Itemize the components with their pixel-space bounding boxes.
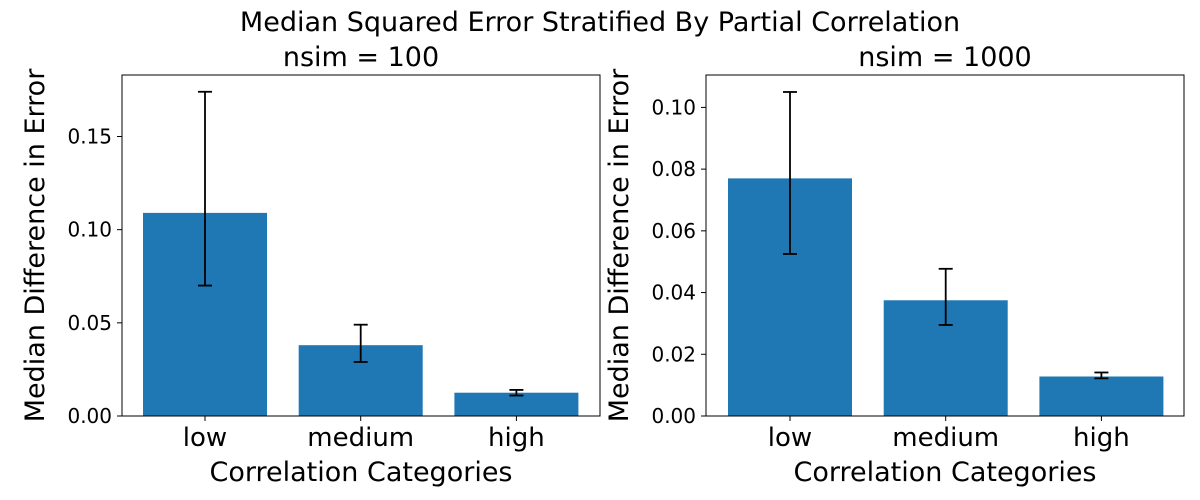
x-tick-label: high	[488, 423, 545, 453]
x-axis-label: Correlation Categories	[210, 457, 513, 488]
chart-panel-2: 0.00 0.02 0.04 0.06 0.08 0.10 low medium high nsi…	[604, 42, 1185, 488]
y-axis-label: Median Difference in Error	[604, 68, 635, 422]
y-tick-label: 0.06	[651, 219, 696, 243]
x-axis-label: Correlation Categories	[794, 457, 1097, 488]
x-tick-label: high	[1073, 423, 1130, 453]
y-tick-label: 0.15	[67, 124, 112, 148]
bar-high	[1039, 376, 1164, 416]
x-tick-label: low	[768, 423, 812, 453]
figure-suptitle: Median Squared Error Stratified By Parti…	[240, 7, 960, 38]
y-tick-label: 0.10	[67, 218, 112, 242]
bar-high	[454, 392, 579, 416]
y-tick-label: 0.10	[651, 95, 696, 119]
axes-frame	[705, 74, 1185, 417]
y-tick-label: 0.05	[67, 311, 112, 335]
x-tick-label: low	[183, 423, 227, 453]
chart-panel-1: 0.00 0.05 0.10 0.15 low medium high nsim = 100 C…	[20, 42, 601, 488]
y-tick-label: 0.02	[651, 342, 696, 366]
chart-panels: 0.00 0.05 0.10 0.15 low medium high nsim = 100 C…	[20, 42, 1185, 488]
y-axis-label: Median Difference in Error	[20, 68, 51, 422]
y-tick-label: 0.04	[651, 281, 696, 305]
panel-title: nsim = 100	[283, 42, 439, 73]
x-tick-label: medium	[307, 423, 414, 453]
y-tick-label: 0.00	[651, 404, 696, 428]
x-tick-label: medium	[892, 423, 999, 453]
y-tick-label: 0.08	[651, 157, 696, 181]
y-tick-label: 0.00	[67, 404, 112, 428]
panel-title: nsim = 1000	[858, 42, 1031, 73]
